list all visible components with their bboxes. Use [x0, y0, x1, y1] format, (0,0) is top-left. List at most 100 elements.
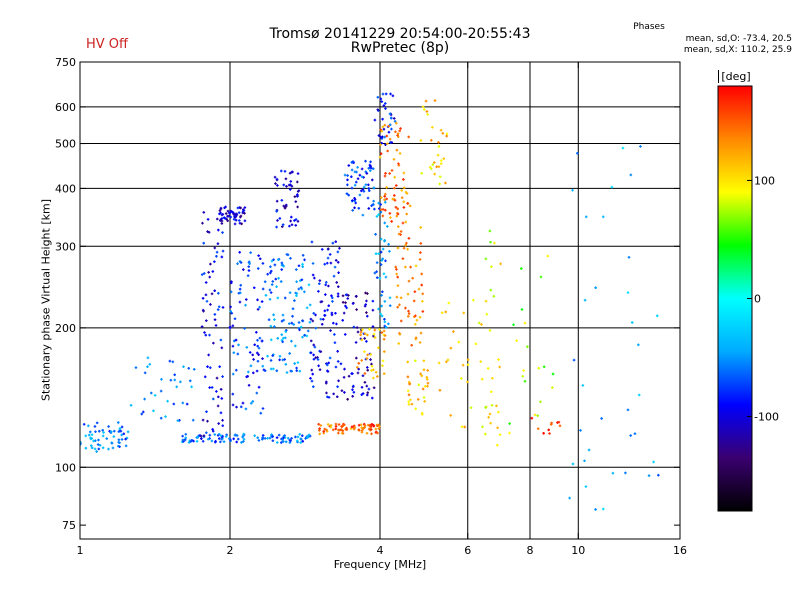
data-point: [381, 290, 384, 294]
data-point: [173, 378, 177, 382]
data-point: [342, 422, 345, 426]
data-point: [296, 205, 299, 209]
data-point: [402, 186, 406, 190]
data-point: [380, 129, 384, 133]
data-point: [414, 407, 417, 411]
data-point: [242, 440, 245, 443]
data-point: [301, 319, 304, 322]
chart-title: Tromsø 20141229 20:54:00-20:55:43: [269, 26, 531, 42]
data-point: [407, 393, 411, 397]
data-point: [290, 215, 293, 219]
data-point: [369, 358, 372, 361]
data-point: [397, 342, 401, 345]
data-point: [84, 446, 88, 450]
x-tick-label: 16: [673, 544, 687, 557]
data-point: [526, 345, 529, 348]
data-point: [318, 427, 321, 430]
data-point: [101, 446, 105, 450]
data-point: [301, 434, 304, 437]
data-point: [484, 432, 487, 436]
data-point: [227, 214, 231, 218]
data-point: [415, 318, 419, 322]
data-point: [327, 304, 331, 308]
data-point: [278, 358, 281, 362]
data-point: [204, 333, 208, 337]
data-point: [107, 447, 110, 451]
data-point: [384, 92, 388, 96]
data-point: [338, 246, 341, 250]
data-point: [301, 263, 304, 266]
data-point: [384, 259, 387, 263]
data-point: [286, 253, 290, 257]
data-point: [298, 369, 302, 373]
data-point: [288, 188, 292, 191]
data-point: [82, 423, 86, 426]
data-point: [385, 186, 388, 189]
data-point: [364, 291, 367, 295]
data-point: [141, 410, 145, 414]
data-point: [404, 220, 408, 224]
data-point: [647, 474, 651, 477]
data-point: [258, 305, 261, 309]
data-point: [336, 292, 340, 296]
data-point: [487, 416, 490, 419]
data-point: [280, 437, 284, 441]
data-point: [343, 367, 346, 371]
data-point: [341, 301, 345, 304]
data-point: [249, 402, 253, 405]
data-point: [384, 208, 387, 212]
data-point: [508, 422, 511, 425]
data-point: [350, 168, 354, 172]
data-point: [319, 350, 323, 353]
data-point: [410, 402, 414, 406]
data-point: [272, 313, 275, 317]
data-point: [379, 250, 383, 254]
data-point: [229, 305, 232, 309]
data-point: [209, 303, 212, 306]
data-point: [97, 447, 101, 451]
data-point: [407, 403, 411, 406]
colorbar-label: [deg]: [718, 70, 753, 83]
data-point: [430, 167, 433, 171]
data-point: [407, 279, 411, 283]
data-point: [396, 275, 399, 279]
data-point: [388, 296, 392, 300]
data-point: [445, 360, 448, 364]
data-point: [217, 291, 220, 295]
x-tick-label: 1: [77, 544, 84, 557]
data-point: [276, 337, 280, 340]
data-point: [439, 128, 443, 132]
data-point: [369, 164, 372, 168]
data-point: [392, 117, 396, 120]
data-point: [419, 242, 423, 245]
data-point: [244, 303, 247, 307]
data-point: [289, 183, 292, 187]
data-point: [391, 197, 395, 201]
data-point: [409, 398, 412, 402]
data-point: [213, 433, 217, 436]
data-point: [216, 242, 220, 246]
data-point: [272, 258, 275, 261]
data-point: [244, 407, 248, 411]
data-point: [383, 192, 387, 196]
data-point: [389, 92, 392, 96]
data-point: [296, 435, 300, 439]
data-point: [221, 213, 225, 216]
data-point: [184, 436, 188, 440]
data-point: [536, 414, 539, 417]
data-point: [269, 367, 273, 371]
data-point: [407, 400, 410, 404]
data-point: [368, 327, 371, 331]
data-point: [407, 312, 411, 316]
data-point: [252, 358, 255, 361]
data-point: [352, 384, 355, 388]
data-point: [280, 261, 284, 265]
data-point: [231, 344, 235, 348]
data-point: [328, 253, 332, 256]
data-point: [390, 141, 394, 144]
data-point: [626, 408, 630, 412]
data-point: [323, 262, 327, 266]
data-point: [436, 153, 440, 157]
data-point: [334, 365, 338, 369]
